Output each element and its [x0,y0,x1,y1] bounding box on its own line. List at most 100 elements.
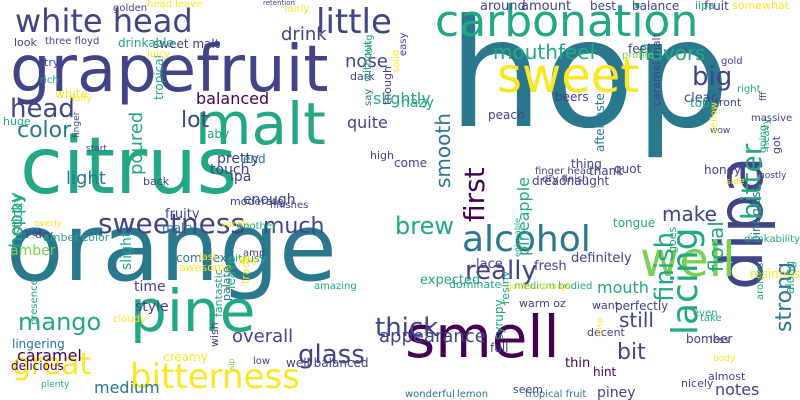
word-ipa: ipa [230,169,252,185]
word-piney: piney [597,385,636,400]
word-massive: massive [751,113,793,124]
word-wonderful: wonderful [405,389,455,400]
word-lingering: lingering [12,337,65,351]
word-balance: balance [632,0,680,13]
word-quite: quite [347,113,388,132]
word-wow: wow [710,126,731,136]
word-white-head: white head [15,2,193,40]
word-finishes: finishes [270,200,309,211]
word-somewhat: somewhat [732,0,789,12]
word-enough: enough [243,192,296,208]
word-nicely: nicely [681,377,714,390]
word-slightly: slightly [373,89,431,108]
word-beers: beers [555,90,589,104]
word-warm-oz: warm oz [519,297,566,310]
word-right: right [737,84,761,95]
word-try: try [44,56,60,69]
word-definitely: definitely [571,251,632,266]
word-medium: medium [94,378,160,397]
word-brew: brew [395,212,454,240]
word-pretty: pretty [217,151,260,167]
word-honey: honey [704,163,742,177]
word-style: style [135,299,169,315]
word-side: side [726,177,745,187]
word-along: along [783,260,797,294]
word-dominate: dominate [449,278,502,291]
word-drinkable: drinkable [118,36,174,50]
word-plenty: plenty [41,380,70,390]
word-look: look [14,36,37,49]
word-presence: presence [29,279,40,325]
word-syrupy: syrupy [492,299,506,340]
word-dry-finish: dry finish [542,174,589,185]
word-mango: mango [18,308,102,336]
word-front: front [715,96,742,109]
word-fruity: fruity [165,207,200,222]
word-well: well [640,232,736,288]
word-say: say [363,88,374,106]
word-sweet: sweet [497,48,640,104]
word-mouthfeel: mouthfeel [493,40,596,64]
word-delicious: delicious [11,359,64,373]
word-caramel-malt: caramel malt [650,33,663,106]
word-white: white [55,87,88,101]
word-thing: thing [571,157,602,171]
word-fairly: fairly [284,4,310,15]
word-first: first [458,167,491,222]
word-fff: fff [759,91,769,101]
word-great: great [12,347,92,382]
word-vanilla: vanilla [221,220,251,230]
word-floral: floral [704,221,728,272]
word-really: really [465,256,537,286]
word-touch: touch [210,162,250,178]
word-perfectly: perfectly [615,299,669,313]
word-light: light [66,168,106,189]
word-want: want [592,299,620,312]
word-flavors: flavors [638,41,706,65]
word-poured: poured [126,111,147,175]
word-almost: almost [708,370,746,383]
word-lemon: lemon [457,389,489,400]
word-orange: orange [6,194,337,303]
word-mouth: mouth [597,278,649,297]
word-sweetness: sweetness [98,207,246,240]
word-resinous: resinous [749,267,800,281]
word-sip: sip [227,358,236,370]
word-bomber: bomber [686,332,733,346]
word-body: body [713,354,736,364]
word-full: full [490,341,509,355]
word-got: got [770,135,783,154]
word-amp: amp [243,248,266,259]
word-carbonation: carbonation [435,0,699,47]
word-peach: peach [488,108,525,122]
word-golden-orange: golden orange [506,282,572,292]
word-complex: complex [176,251,227,265]
word-bitterness: bitterness [130,357,300,397]
word-fluffy: fluffy [69,94,92,104]
word-awesome: awesome [179,261,232,274]
word-thank: thank [589,164,624,178]
word-color: color [17,118,72,143]
word-hint: hint [593,365,617,379]
word-big: big [692,62,733,92]
word-seem: seem [513,383,543,396]
word-without: without [361,40,374,82]
word-rich: rich [40,75,59,86]
word-low: low [253,356,271,367]
word-goes: goes [666,226,679,253]
word-head: head [10,94,75,124]
word-lot: lot [181,108,210,133]
word-less: less [710,335,730,346]
word-fresh: fresh [534,259,567,274]
word-lace: lace [476,257,503,272]
word-hazy: hazy [401,95,435,111]
word-slight: slight [119,231,135,270]
word-hop: hop [448,0,731,162]
word-grapefruit: grapefruit [10,33,329,107]
word-still: still [619,308,654,332]
word-three-floyd: three floyd [45,36,100,47]
word-amazing: amazing [314,281,357,292]
word-expected: expected [420,273,481,288]
word-gold: gold [721,56,743,67]
word-huge: huge [3,115,31,128]
